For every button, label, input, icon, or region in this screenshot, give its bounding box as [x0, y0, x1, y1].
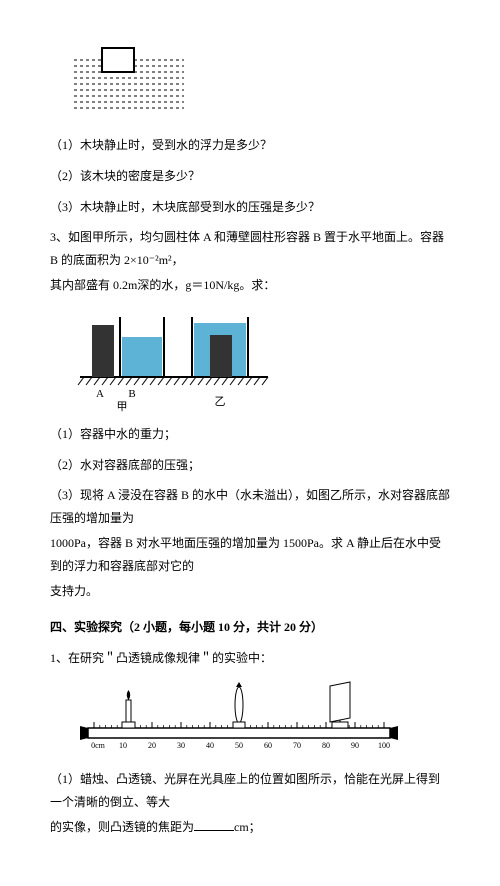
s4-q1-p1-suffix: cm；: [234, 820, 261, 834]
svg-text:20: 20: [148, 741, 156, 750]
s4-q1-p1-line2: 的实像，则凸透镜的焦距为 cm；: [50, 816, 450, 839]
q3-sub1: （1）容器中水的重力；: [50, 423, 450, 446]
q2-sub1: （1）木块静止时，受到水的浮力是多少？: [50, 134, 450, 157]
svg-text:80: 80: [322, 741, 330, 750]
blank-focal-length: [194, 818, 234, 831]
q3-stem-line1: 3、如图甲所示，均匀圆柱体 A 和薄壁圆柱形容器 B 置于水平地面上。容器 B …: [50, 226, 450, 272]
q3-stem-line2: 其内部盛有 0.2m深的水，g＝10N/kg。求：: [50, 274, 450, 297]
candle-icon: [122, 690, 135, 728]
s4-q1-p1-line1: （1）蜡烛、凸透镜、光屏在光具座上的位置如图所示，恰能在光屏上得到一个清晰的倒立…: [50, 768, 450, 814]
q3-sub3-line1: （3）现将 A 浸没在容器 B 的水中（水未溢出），如图乙所示，水对容器底部压强…: [50, 484, 450, 530]
q2-sub2: （2）该木块的密度是多少？: [50, 165, 450, 188]
lens-icon: [233, 682, 245, 728]
label-yi: 乙: [215, 395, 226, 408]
svg-text:60: 60: [264, 741, 272, 750]
figure-optical-bench: 0cm 10 20 30 40 50 60 70 80 90 100: [74, 678, 450, 758]
svg-text:100: 100: [378, 741, 390, 750]
q3-sub3-line2: 1000Pa，容器 B 对水平地面压强的增加量为 1500Pa。求 A 静止后在…: [50, 532, 450, 578]
svg-text:50: 50: [235, 741, 243, 750]
q3-sub2: （2）水对容器底部的压强；: [50, 454, 450, 477]
svg-text:30: 30: [177, 741, 185, 750]
svg-text:40: 40: [206, 741, 214, 750]
label-B: B: [128, 388, 135, 400]
figure-cylinders: A B 甲 乙: [74, 305, 450, 413]
svg-text:90: 90: [351, 741, 359, 750]
q2-sub3: （3）木块静止时，木块底部受到水的压强是多少？: [50, 196, 450, 219]
svg-text:0cm: 0cm: [91, 741, 106, 750]
figure-floating-block: [74, 46, 450, 124]
section4-title: 四、实验探究（2 小题，每小题 10 分，共计 20 分）: [50, 616, 450, 639]
svg-text:70: 70: [293, 741, 301, 750]
q3-sub3-line3: 支持力。: [50, 580, 450, 603]
label-A: A: [96, 388, 104, 400]
screen-icon: [330, 682, 350, 728]
svg-text:10: 10: [119, 741, 127, 750]
label-jia: 甲: [117, 401, 128, 413]
s4-q1-stem: 1、在研究＂凸透镜成像规律＂的实验中：: [50, 647, 450, 670]
s4-q1-p1-prefix: 的实像，则凸透镜的焦距为: [50, 820, 194, 834]
